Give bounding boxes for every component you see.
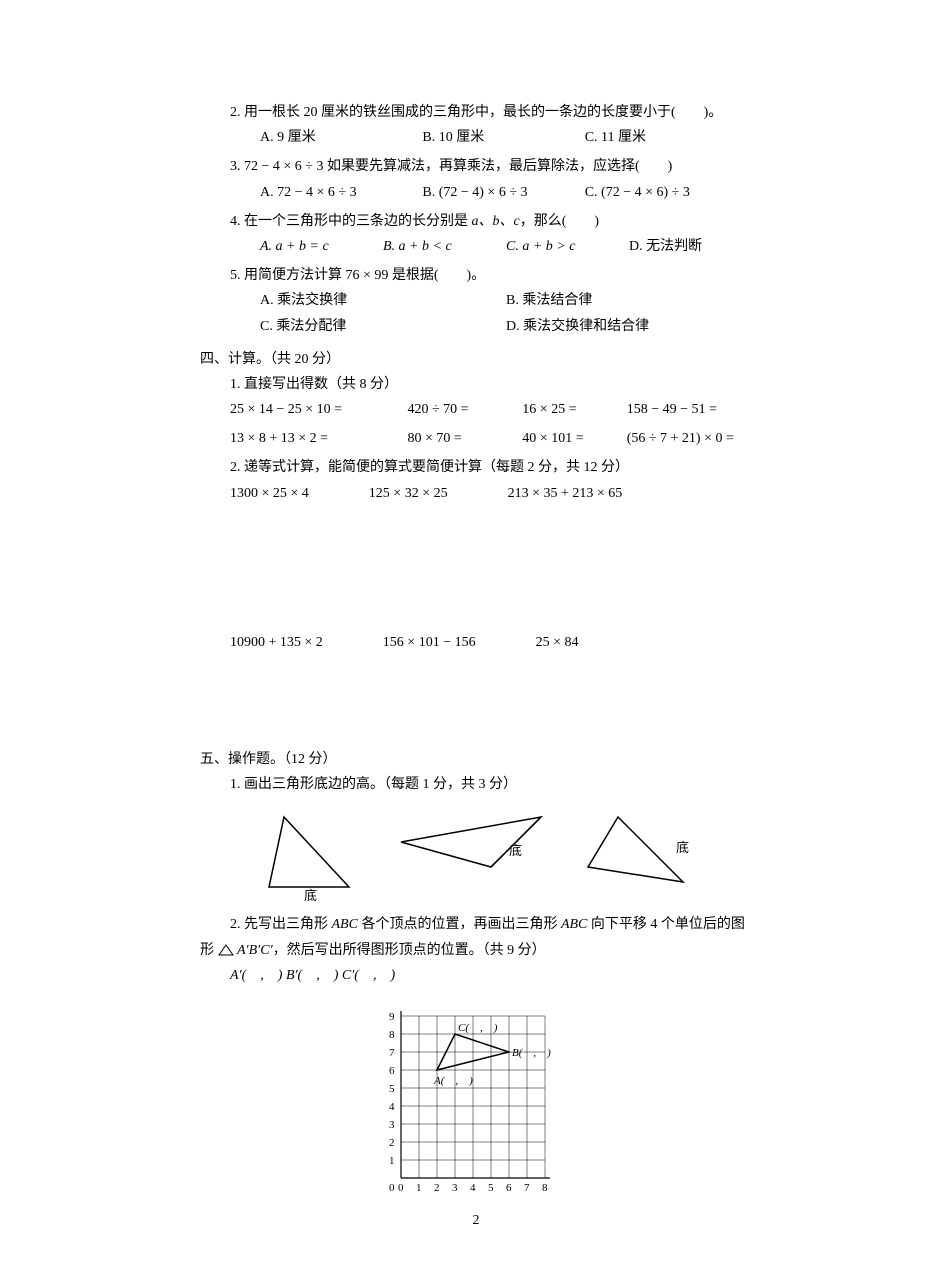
- calc-3b: 125 × 32 × 25: [369, 481, 448, 506]
- q5-opt-b: B. 乘法结合律: [506, 288, 752, 313]
- calc-2a: 13 × 8 + 13 × 2 =: [230, 426, 407, 451]
- calc-2c: 40 × 101 =: [522, 426, 626, 451]
- calc-4a: 10900 + 135 × 2: [230, 630, 323, 655]
- q5-opt-a: A. 乘法交换律: [260, 288, 506, 313]
- question-4-options: A. a + b = c B. a + b < c C. a + b > c D…: [230, 234, 752, 259]
- triangle-1: 底: [254, 807, 364, 902]
- sub2-before: 2. 先写出三角形: [230, 917, 332, 932]
- q2-opt-a: A. 9 厘米: [260, 125, 422, 150]
- sub2-abc2: ABC: [561, 917, 587, 932]
- small-triangle-icon: [218, 944, 234, 956]
- calc-row-3: 1300 × 25 × 4 125 × 32 × 25 213 × 35 + 2…: [200, 481, 752, 506]
- calc-1b: 420 ÷ 70 =: [407, 397, 522, 422]
- question-5-text: 5. 用简便方法计算 76 × 99 是根据( )。: [230, 263, 752, 288]
- calc-1d: 158 − 49 − 51 =: [627, 397, 752, 422]
- calc-1c: 16 × 25 =: [522, 397, 626, 422]
- triangle-2: 底: [391, 807, 551, 902]
- question-4-text: 4. 在一个三角形中的三条边的长分别是 a、b、c，那么( ): [230, 209, 752, 234]
- question-5: 5. 用简便方法计算 76 × 99 是根据( )。 A. 乘法交换律 B. 乘…: [200, 263, 752, 339]
- calc-3a: 1300 × 25 × 4: [230, 481, 309, 506]
- tri2-base-label: 底: [509, 843, 522, 858]
- question-5-options: A. 乘法交换律 B. 乘法结合律 C. 乘法分配律 D. 乘法交换律和结合律: [230, 288, 752, 338]
- question-2-text: 2. 用一根长 20 厘米的铁丝围成的三角形中，最长的一条边的长度要小于( )。: [230, 100, 752, 125]
- svg-text:7: 7: [524, 1182, 530, 1194]
- calc-row-2: 13 × 8 + 13 × 2 = 80 × 70 = 40 × 101 = (…: [200, 426, 752, 451]
- q4-before: 4. 在一个三角形中的三条边的长分别是: [230, 214, 472, 229]
- q3-opt-c: C. (72 − 4 × 6) ÷ 3: [585, 180, 747, 205]
- section-5-sub2-line2: 形 A′B′C′，然后写出所得图形顶点的位置。（共 9 分）: [200, 938, 752, 963]
- svg-text:5: 5: [389, 1083, 395, 1095]
- q3-opt-a: A. 72 − 4 × 6 ÷ 3: [260, 180, 422, 205]
- svg-text:0: 0: [389, 1182, 395, 1194]
- svg-text:1: 1: [416, 1182, 422, 1194]
- section-5-sub2-line1: 2. 先写出三角形 ABC 各个顶点的位置，再画出三角形 ABC 向下平移 4 …: [200, 912, 752, 937]
- svg-text:2: 2: [434, 1182, 440, 1194]
- grid-chart: 0123456781234567890A( , )B( , )C( , ): [200, 998, 752, 1198]
- tri3-base-label: 底: [676, 840, 689, 855]
- triangles-row: 底 底 底: [200, 797, 752, 912]
- question-4: 4. 在一个三角形中的三条边的长分别是 a、b、c，那么( ) A. a + b…: [200, 209, 752, 259]
- svg-text:A( , ): A( , ): [433, 1075, 473, 1087]
- q4-opt-c: C. a + b > c: [506, 234, 629, 259]
- svg-text:5: 5: [488, 1182, 494, 1194]
- svg-text:4: 4: [389, 1101, 395, 1113]
- q4-opt-d: D. 无法判断: [629, 234, 752, 259]
- calc-3c: 213 × 35 + 213 × 65: [508, 481, 623, 506]
- svg-text:B( , ): B( , ): [512, 1047, 551, 1059]
- sub2-l2-after: ，然后写出所得图形顶点的位置。（共 9 分）: [273, 943, 546, 958]
- calc-2d: (56 ÷ 7 + 21) × 0 =: [627, 426, 752, 451]
- q4-opt-b: B. a + b < c: [383, 234, 506, 259]
- section-4-sub1: 1. 直接写出得数（共 8 分）: [200, 372, 752, 397]
- section-4-title: 四、计算。（共 20 分）: [200, 347, 752, 372]
- svg-text:3: 3: [389, 1119, 395, 1131]
- page-number: 2: [200, 1208, 752, 1233]
- q5-opt-d: D. 乘法交换律和结合律: [506, 314, 752, 339]
- svg-text:3: 3: [452, 1182, 458, 1194]
- svg-text:9: 9: [389, 1011, 395, 1023]
- q2-opt-b: B. 10 厘米: [422, 125, 584, 150]
- svg-text:6: 6: [389, 1065, 395, 1077]
- svg-text:C( , ): C( , ): [458, 1022, 498, 1034]
- q5-opt-c: C. 乘法分配律: [260, 314, 506, 339]
- q4-vars: a、b、c: [472, 214, 520, 229]
- question-2: 2. 用一根长 20 厘米的铁丝围成的三角形中，最长的一条边的长度要小于( )。…: [200, 100, 752, 150]
- svg-text:1: 1: [389, 1155, 395, 1167]
- section-5-sub1: 1. 画出三角形底边的高。（每题 1 分，共 3 分）: [200, 772, 752, 797]
- svg-text:6: 6: [506, 1182, 512, 1194]
- calc-row-1: 25 × 14 − 25 × 10 = 420 ÷ 70 = 16 × 25 =…: [200, 397, 752, 422]
- question-3: 3. 72 − 4 × 6 ÷ 3 如果要先算减法，再算乘法，最后算除法，应选择…: [200, 154, 752, 204]
- svg-text:2: 2: [389, 1137, 395, 1149]
- svg-text:7: 7: [389, 1047, 395, 1059]
- svg-text:4: 4: [470, 1182, 476, 1194]
- tri1-base-label: 底: [304, 888, 317, 902]
- sub2-mid: 各个顶点的位置，再画出三角形: [358, 917, 561, 932]
- section-5-title: 五、操作题。（12 分）: [200, 747, 752, 772]
- calc-row-4: 10900 + 135 × 2 156 × 101 − 156 25 × 84: [200, 630, 752, 655]
- sub2-after: 向下平移 4 个单位后的图: [587, 917, 745, 932]
- q4-opt-a: A. a + b = c: [260, 234, 383, 259]
- q4-after: ，那么( ): [520, 214, 599, 229]
- svg-text:0: 0: [398, 1182, 404, 1194]
- section-4-sub2: 2. 递等式计算，能简便的算式要简便计算（每题 2 分，共 12 分）: [200, 455, 752, 480]
- sub2-abc1: ABC: [332, 917, 358, 932]
- question-3-options: A. 72 − 4 × 6 ÷ 3 B. (72 − 4) × 6 ÷ 3 C.…: [230, 180, 752, 205]
- sub2-prime: A′B′C′: [237, 943, 273, 958]
- question-3-text: 3. 72 − 4 × 6 ÷ 3 如果要先算减法，再算乘法，最后算除法，应选择…: [230, 154, 752, 179]
- calc-1a: 25 × 14 − 25 × 10 =: [230, 397, 407, 422]
- q3-opt-b: B. (72 − 4) × 6 ÷ 3: [422, 180, 584, 205]
- calc-4c: 25 × 84: [536, 630, 579, 655]
- sub2-l2-before: 形: [200, 943, 218, 958]
- svg-text:8: 8: [389, 1029, 395, 1041]
- svg-text:8: 8: [542, 1182, 548, 1194]
- calc-2b: 80 × 70 =: [407, 426, 522, 451]
- calc-4b: 156 × 101 − 156: [383, 630, 476, 655]
- q2-opt-c: C. 11 厘米: [585, 125, 747, 150]
- coords-line: A′( , ) B′( , ) C′( , ): [200, 963, 752, 988]
- question-2-options: A. 9 厘米 B. 10 厘米 C. 11 厘米: [230, 125, 752, 150]
- triangle-3: 底: [578, 807, 698, 902]
